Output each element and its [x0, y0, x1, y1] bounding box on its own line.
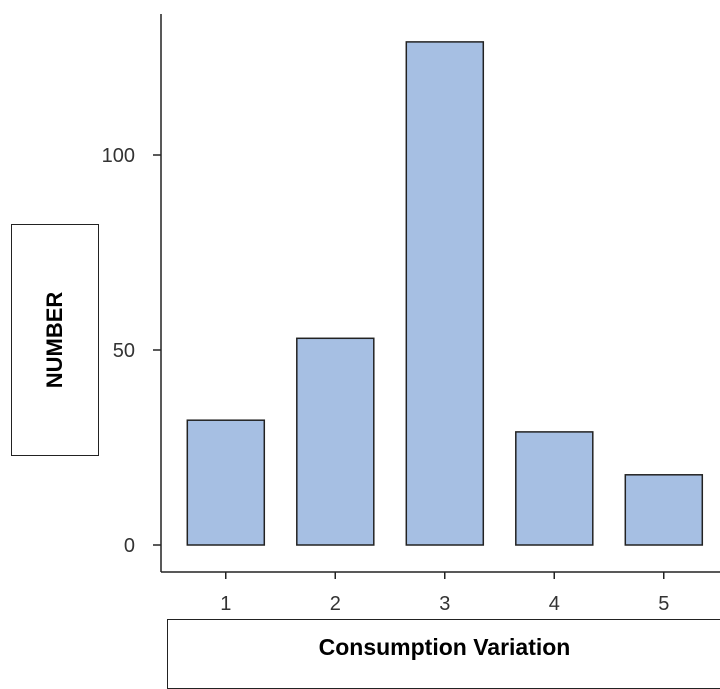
y-axis-ticks: 0 50 100: [102, 145, 161, 557]
y-tick-label-50: 50: [113, 340, 135, 362]
bars: [186, 41, 704, 546]
x-axis-ticks: 1 2 3 4 5: [220, 572, 669, 615]
x-tick-label-4: 4: [549, 593, 560, 615]
bar-5: [624, 474, 704, 546]
y-axis-label-box: NUMBER: [11, 224, 99, 456]
x-axis-label-box: Consumption Variation: [167, 619, 720, 689]
x-axis-label: Consumption Variation: [318, 634, 571, 660]
bar-3: [405, 41, 485, 546]
bar-4: [515, 431, 594, 546]
bar-2: [296, 337, 375, 546]
x-tick-label-1: 1: [220, 593, 231, 615]
x-tick-label-5: 5: [658, 593, 669, 615]
y-tick-label-100: 100: [102, 145, 135, 167]
y-tick-label-0: 0: [124, 535, 135, 557]
y-axis-label: NUMBER: [42, 291, 67, 389]
x-tick-label-3: 3: [439, 593, 450, 615]
bar-1: [186, 419, 266, 546]
x-tick-label-2: 2: [330, 593, 341, 615]
axes: [160, 14, 720, 573]
